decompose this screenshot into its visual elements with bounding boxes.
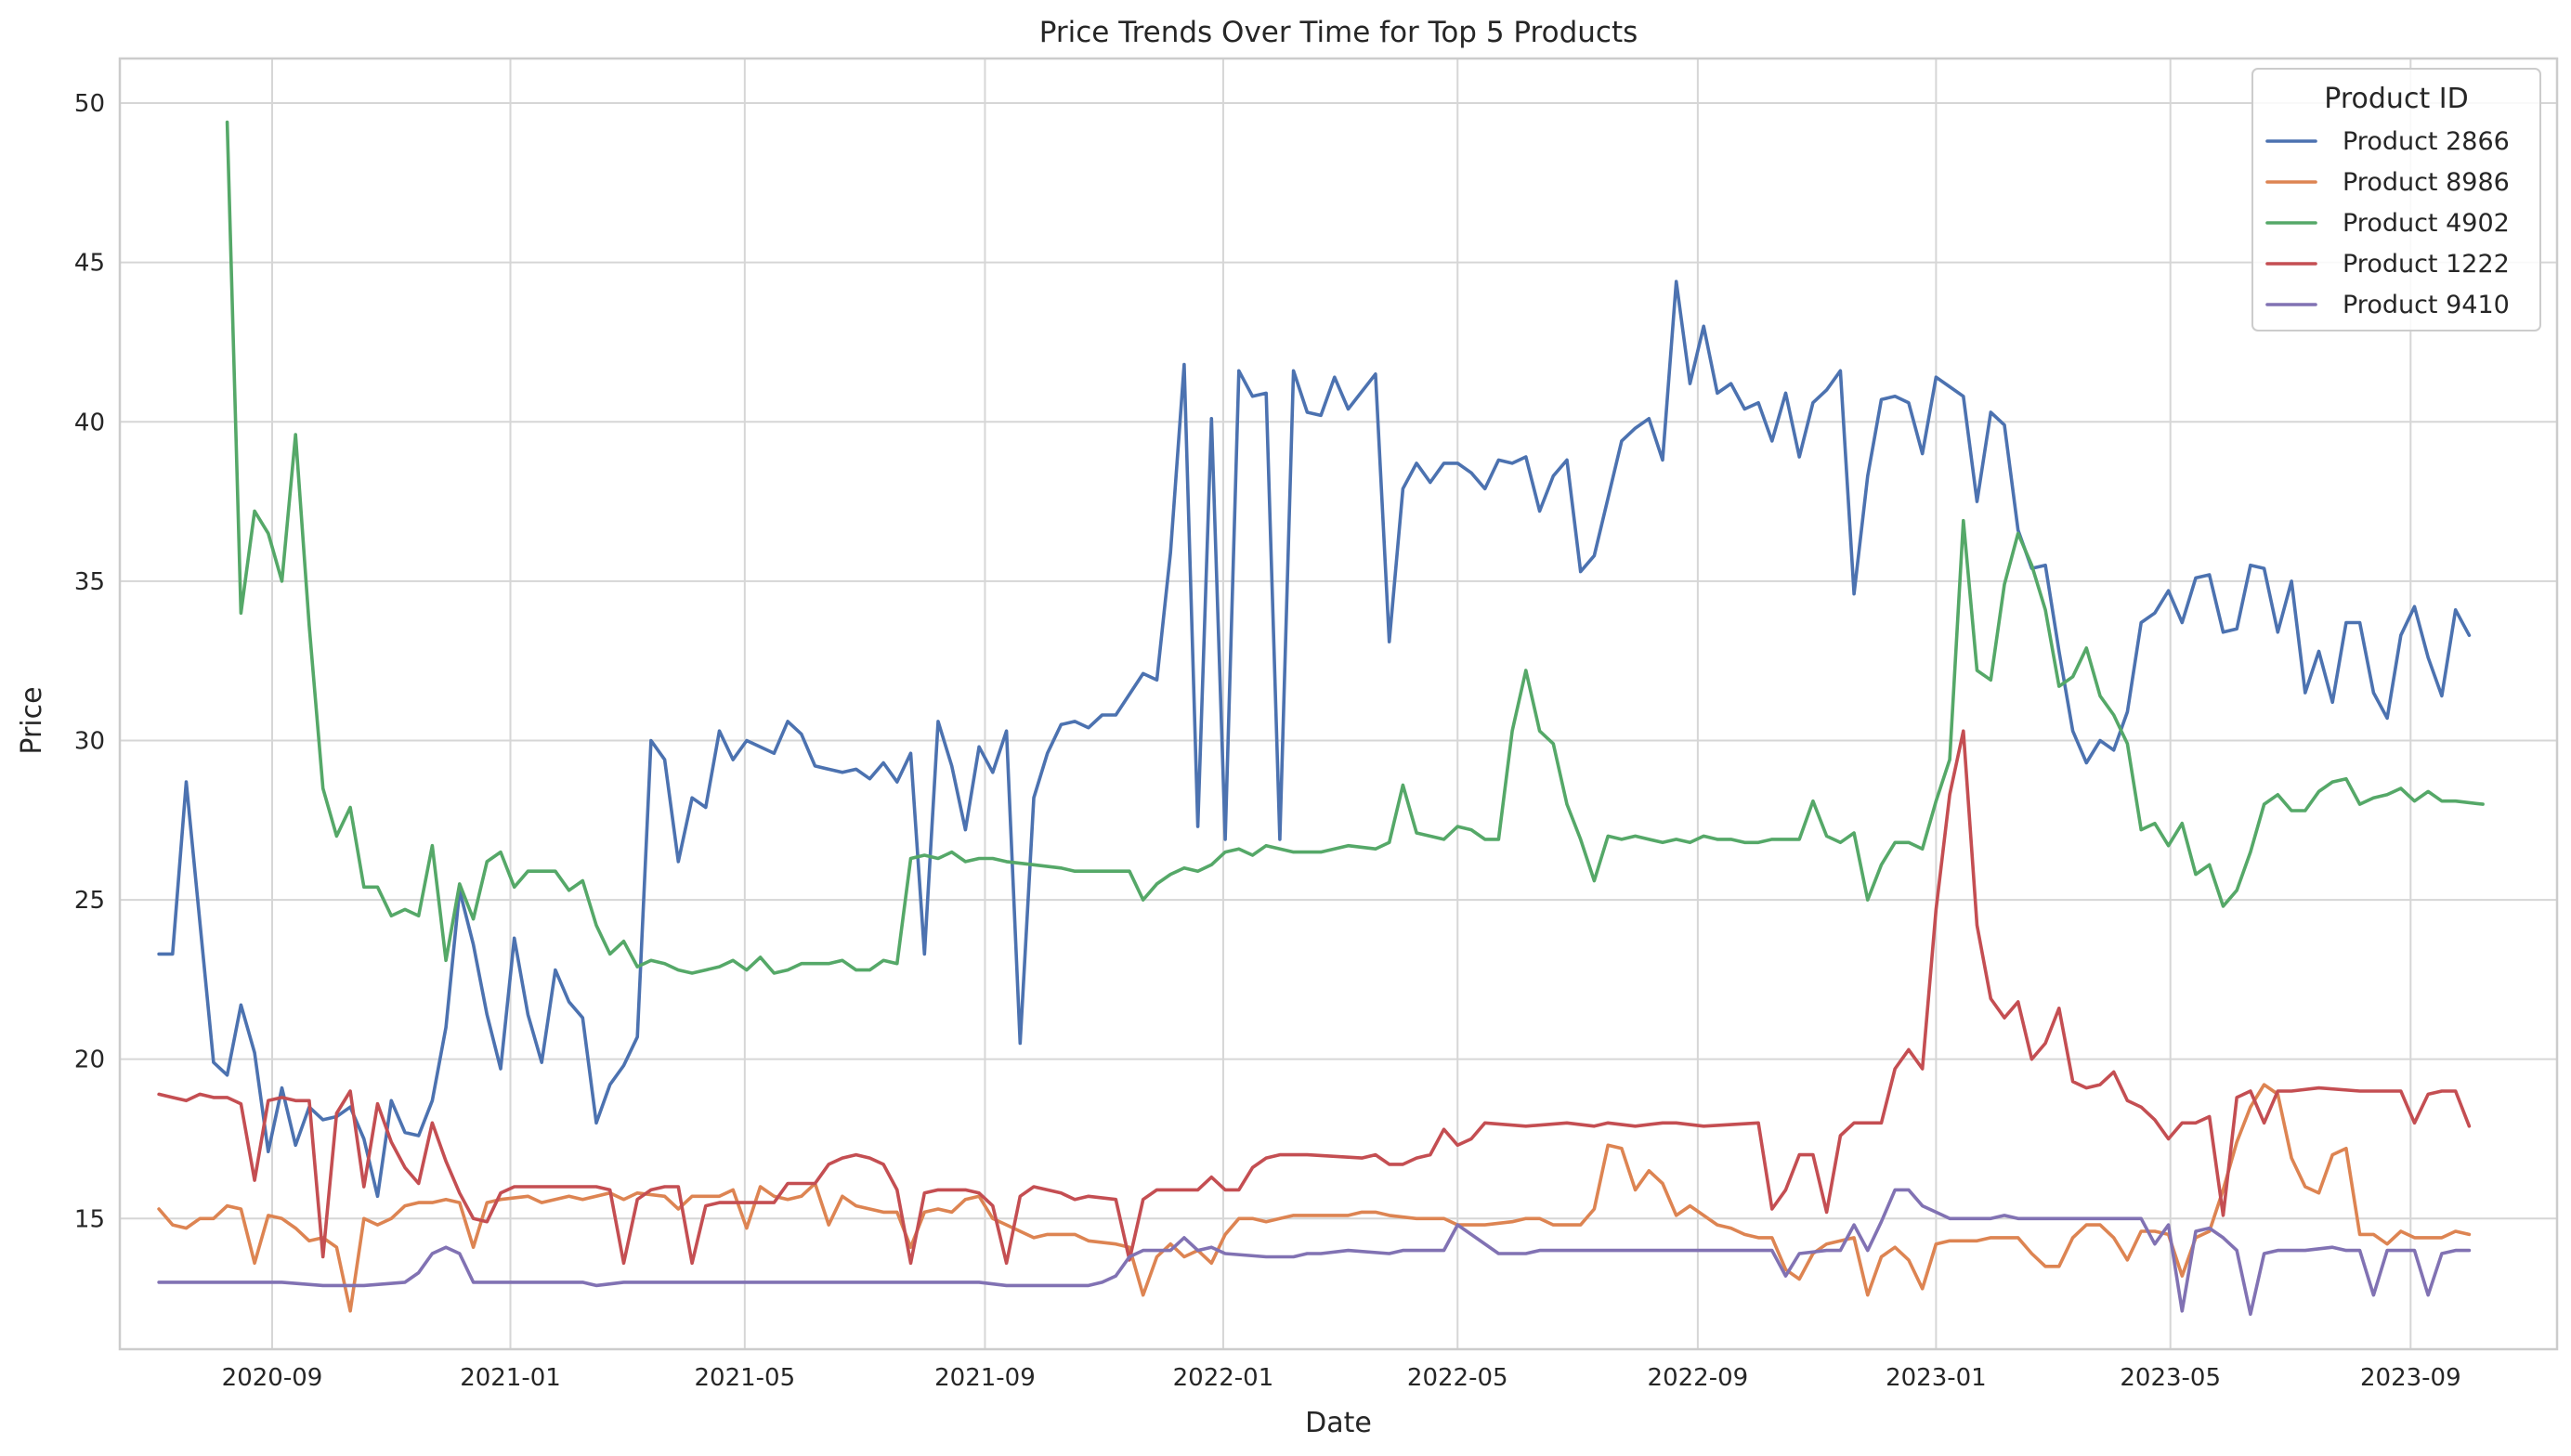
legend-label-product-8986: Product 8986 [2343, 168, 2510, 197]
series-lines [157, 120, 2485, 1316]
y-axis-label: Price [16, 686, 48, 754]
series-line-product-1222 [157, 729, 2472, 1266]
y-tick-label: 20 [74, 1046, 105, 1074]
series-line-product-4902 [225, 120, 2485, 975]
chart-title: Price Trends Over Time for Top 5 Product… [1039, 16, 1638, 49]
series-line-product-2866 [157, 280, 2472, 1199]
x-axis-ticks: 2020-09 2021-01 2021-05 2021-09 2022-01 2022-… [222, 1364, 2461, 1392]
y-tick-label: 40 [74, 409, 105, 436]
x-tick-label: 2020-09 [222, 1364, 323, 1392]
legend-items: Product 2866 Product 8986 Product 4902 Prod… [2265, 127, 2510, 319]
y-axis-ticks: 15 20 25 30 35 40 45 50 [74, 90, 105, 1233]
legend-label-product-2866: Product 2866 [2343, 127, 2510, 156]
legend-label-product-1222: Product 1222 [2343, 250, 2510, 279]
legend-title: Product ID [2324, 83, 2468, 115]
x-axis-label: Date [1305, 1407, 1372, 1439]
y-tick-label: 45 [74, 250, 105, 278]
x-tick-label: 2023-09 [2360, 1364, 2461, 1392]
y-tick-label: 30 [74, 727, 105, 755]
x-tick-label: 2023-01 [1886, 1364, 1987, 1392]
x-tick-label: 2021-09 [934, 1364, 1036, 1392]
y-tick-label: 15 [74, 1205, 105, 1233]
legend-label-product-9410: Product 9410 [2343, 291, 2510, 319]
legend-box [2251, 68, 2541, 332]
y-tick-label: 25 [74, 887, 105, 915]
plot-frame [118, 57, 2559, 1351]
legend-label-product-4902: Product 4902 [2343, 209, 2510, 238]
x-tick-label: 2021-05 [695, 1364, 796, 1392]
series-line-product-8986 [157, 1083, 2472, 1313]
x-tick-label: 2022-09 [1648, 1364, 1749, 1392]
x-tick-label: 2021-01 [460, 1364, 561, 1392]
x-tick-label: 2023-05 [2120, 1364, 2221, 1392]
y-tick-label: 35 [74, 568, 105, 596]
x-tick-label: 2022-05 [1407, 1364, 1508, 1392]
y-tick-label: 50 [74, 90, 105, 118]
series-line-product-9410 [157, 1188, 2472, 1316]
gridlines [120, 58, 2557, 1349]
x-tick-label: 2022-01 [1173, 1364, 1274, 1392]
